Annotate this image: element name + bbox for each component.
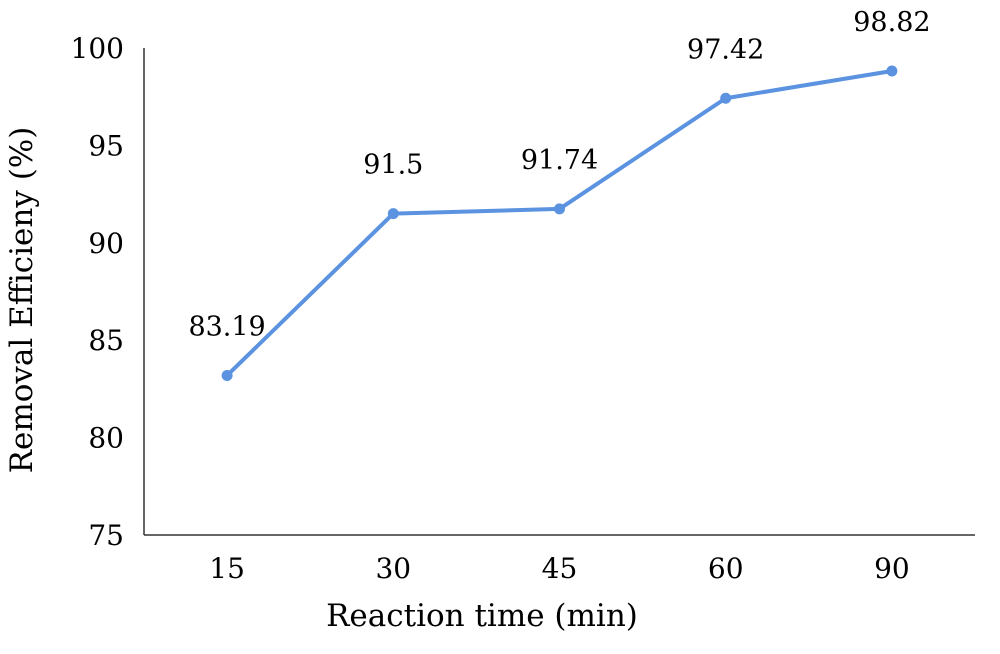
y-tick-label: 100 — [71, 32, 124, 65]
data-label: 91.5 — [363, 150, 423, 181]
data-labels: 83.19 91.5 91.74 97.42 98.82 — [188, 7, 930, 342]
data-point — [387, 208, 399, 220]
y-tick-label: 85 — [88, 324, 124, 357]
y-tick-labels: 75 80 85 90 95 100 — [71, 32, 124, 552]
y-axis-title: Removal Efficieny (%) — [4, 127, 40, 474]
data-point — [886, 65, 898, 77]
y-tick-label: 75 — [88, 519, 124, 552]
data-label: 83.19 — [188, 311, 265, 342]
data-label: 97.42 — [687, 34, 764, 65]
data-point — [554, 203, 565, 215]
x-axis-title: Reaction time (min) — [326, 598, 638, 634]
y-tick-label: 95 — [88, 129, 124, 162]
x-tick-labels: 15 30 45 60 90 — [209, 552, 909, 585]
y-tick-label: 80 — [88, 422, 124, 455]
x-tick-label: 30 — [375, 552, 411, 585]
data-label: 91.74 — [521, 145, 598, 176]
x-tick-label: 45 — [542, 552, 578, 585]
series-line — [225, 68, 894, 378]
data-point — [720, 92, 732, 104]
plot-area: 75 80 85 90 95 100 15 30 45 60 90 83.19 91.5 91.74 9… — [71, 7, 975, 585]
x-tick-label: 60 — [708, 552, 744, 585]
y-tick-label: 90 — [88, 227, 124, 260]
data-label: 98.82 — [853, 7, 930, 38]
series-group — [221, 65, 898, 381]
data-point — [221, 369, 233, 381]
x-tick-label: 15 — [209, 552, 245, 585]
x-tick-label: 90 — [874, 552, 910, 585]
